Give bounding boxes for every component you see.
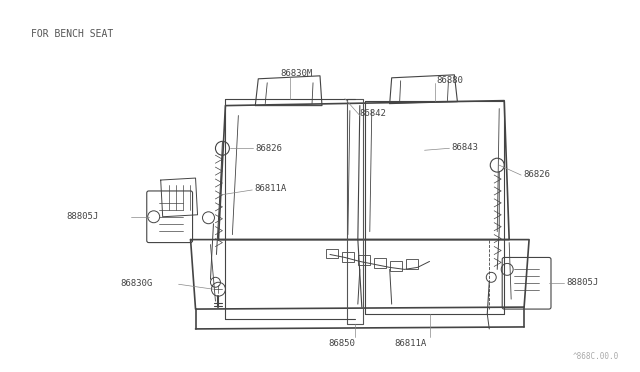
Text: ^868C.00.0: ^868C.00.0 [572,352,619,361]
Bar [406,259,417,269]
Text: 86830M: 86830M [280,69,312,78]
Text: 88805J: 88805J [66,212,99,221]
Text: FOR BENCH SEAT: FOR BENCH SEAT [31,29,113,39]
Text: 86811A: 86811A [395,339,427,348]
Text: 86880: 86880 [436,76,463,85]
Text: 86850: 86850 [328,339,355,348]
Bar [358,256,370,265]
Text: 86826: 86826 [523,170,550,179]
Bar [390,262,402,271]
Text: 88805J: 88805J [566,278,598,287]
Text: 86830G: 86830G [121,279,153,288]
Bar [374,259,386,268]
Text: 86843: 86843 [451,143,478,152]
FancyBboxPatch shape [502,257,551,309]
Text: 86842: 86842 [360,109,387,118]
Text: 86826: 86826 [255,144,282,153]
Text: 86811A: 86811A [254,185,287,193]
FancyBboxPatch shape [147,191,193,243]
Bar [342,253,354,262]
Bar [326,248,338,259]
